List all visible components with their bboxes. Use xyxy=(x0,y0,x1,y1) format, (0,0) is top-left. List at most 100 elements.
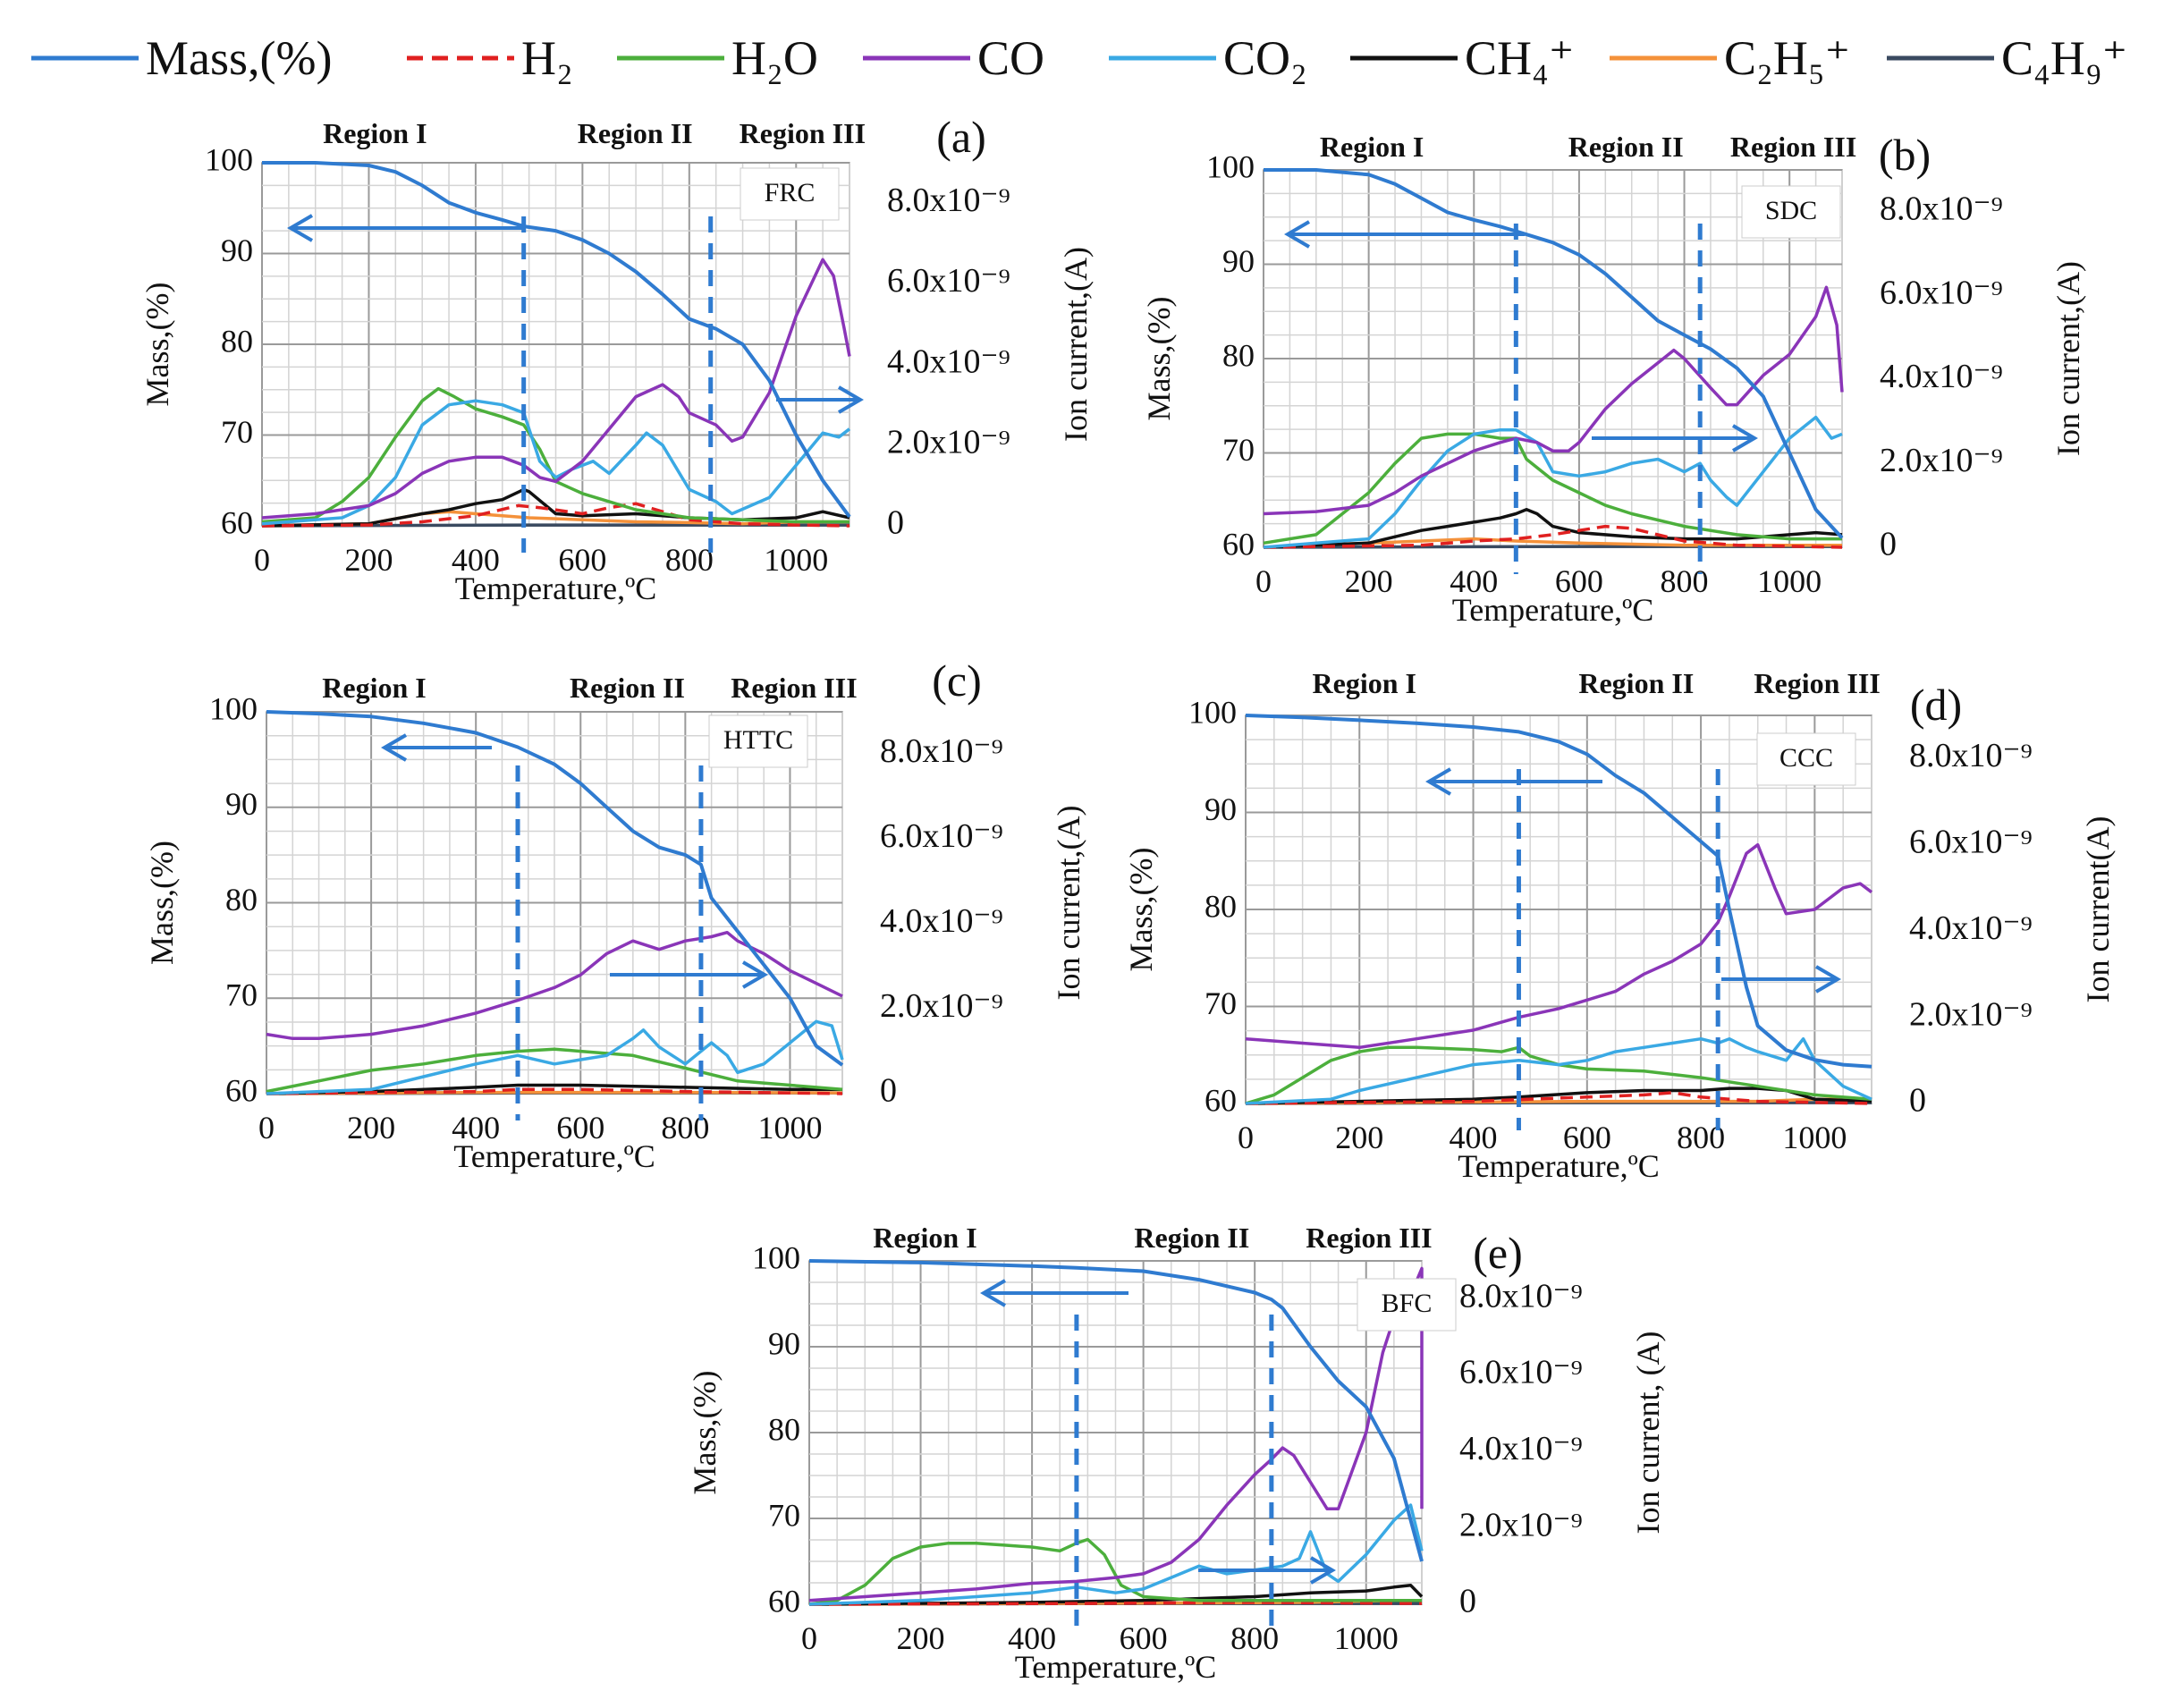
x-tick-label: 200 xyxy=(1345,563,1393,599)
y2-tick-label: 8.0x10⁻⁹ xyxy=(1909,737,2033,774)
series-line xyxy=(808,1259,1424,1562)
y-tick-label: 60 xyxy=(1222,526,1255,562)
grid xyxy=(261,162,850,527)
series-line xyxy=(1245,1045,1872,1105)
panel-label: (a) xyxy=(936,112,986,162)
y2-tick-label: 4.0x10⁻⁹ xyxy=(1909,909,2033,947)
y-tick-label: 70 xyxy=(1222,432,1255,468)
y-tick-label: 100 xyxy=(1206,148,1255,184)
panel-label: (d) xyxy=(1910,680,1962,730)
region-label: Region I xyxy=(873,1222,976,1254)
series-line xyxy=(261,258,851,520)
x-axis-title: Temperature,ºC xyxy=(453,1138,655,1174)
region-label: Region II xyxy=(1568,131,1684,163)
y2-tick-label: 2.0x10⁻⁹ xyxy=(1909,995,2033,1033)
series-line xyxy=(1263,415,1843,549)
y-tick-label: 70 xyxy=(225,977,258,1013)
y-tick-label: 80 xyxy=(768,1411,800,1447)
series-line xyxy=(261,399,851,526)
series-line xyxy=(808,1601,1423,1606)
arrow-head-icon xyxy=(837,385,864,414)
series-line xyxy=(266,1019,844,1095)
x-tick-label: 200 xyxy=(897,1620,945,1656)
y-tick-label: 90 xyxy=(221,233,253,268)
x-tick-label: 800 xyxy=(1661,563,1709,599)
y-tick-label: 100 xyxy=(752,1239,800,1275)
y2-tick-label: 0 xyxy=(887,504,904,542)
y-tick-label: 100 xyxy=(205,141,253,177)
series-group xyxy=(1245,714,1873,1105)
region-label: Region III xyxy=(740,117,866,149)
y-axis-title: Mass,(%) xyxy=(139,283,175,407)
y-tick-label: 80 xyxy=(225,882,258,917)
y-tick-label: 60 xyxy=(768,1583,800,1619)
sample-box xyxy=(708,714,808,768)
arrow-head-icon xyxy=(1425,767,1452,796)
sample-box xyxy=(1756,732,1856,786)
sample-label: HTTC xyxy=(723,725,793,755)
y2-tick-label: 6.0x10⁻⁹ xyxy=(1880,274,2003,311)
legend-label: CH₄⁺ xyxy=(1465,31,1574,85)
series-line xyxy=(1263,524,1843,549)
x-tick-label: 1000 xyxy=(1782,1120,1847,1155)
x-axis-title: Temperature,ºC xyxy=(1452,592,1654,628)
x-tick-label: 200 xyxy=(344,542,393,578)
x-tick-label: 1000 xyxy=(757,1110,822,1146)
panel-sdc: 0 200 400 600 800 10006070809010002.0x10⁻⁹4.0… xyxy=(1141,130,2086,628)
arrow-head-icon xyxy=(980,1279,1007,1307)
y2-tick-label: 4.0x10⁻⁹ xyxy=(1880,358,2003,395)
region-label: Region I xyxy=(323,117,427,149)
panel-httc: 0 200 400 600 800 10006070809010002.0x10⁻⁹4.0… xyxy=(144,655,1086,1174)
y-tick-label: 70 xyxy=(768,1497,800,1533)
series-line xyxy=(266,1047,843,1094)
sample-box xyxy=(1357,1278,1457,1332)
y2-axis-title: Ion current,(A) xyxy=(2050,261,2086,456)
annotation-arrows xyxy=(287,214,1841,1585)
x-tick-label: 400 xyxy=(1008,1620,1056,1656)
x-tick-label: 800 xyxy=(1230,1620,1279,1656)
y-axis-title: Mass,(%) xyxy=(1123,848,1159,972)
y2-axis-title: Ion current,(A) xyxy=(1058,247,1094,442)
x-tick-label: 1000 xyxy=(1757,563,1822,599)
arrow-head-icon xyxy=(1284,220,1311,249)
sample-box xyxy=(740,167,840,221)
x-tick-label: 1000 xyxy=(764,542,828,578)
x-axis-title: Temperature,ºC xyxy=(455,571,657,606)
legend-label: C₂H₅⁺ xyxy=(1724,31,1850,85)
arrow-head-icon xyxy=(1731,424,1758,452)
arrow-head-icon xyxy=(741,960,768,989)
y-tick-label: 60 xyxy=(1205,1082,1237,1118)
series-line xyxy=(1245,1036,1872,1105)
series-line xyxy=(808,1266,1424,1602)
y2-tick-label: 8.0x10⁻⁹ xyxy=(1459,1277,1583,1315)
series-line xyxy=(1245,714,1872,1069)
y2-tick-label: 0 xyxy=(1459,1583,1476,1620)
series-line xyxy=(262,161,851,519)
y-tick-label: 80 xyxy=(1222,337,1255,373)
sample-label: CCC xyxy=(1779,743,1833,773)
x-tick-label: 1000 xyxy=(1334,1620,1399,1656)
sample-label: BFC xyxy=(1382,1289,1433,1318)
y2-axis-title: Ion current, (A) xyxy=(1630,1332,1666,1535)
region-label: Region I xyxy=(1313,667,1416,699)
y2-tick-label: 6.0x10⁻⁹ xyxy=(1909,823,2033,860)
y-tick-label: 60 xyxy=(221,504,253,540)
y-tick-label: 90 xyxy=(225,786,258,822)
y2-tick-label: 6.0x10⁻⁹ xyxy=(1459,1354,1583,1391)
panel-frc: 0 200 400 600 800 10006070809010002.0x10⁻⁹4.0… xyxy=(139,112,1094,606)
sample-label: SDC xyxy=(1765,196,1817,225)
x-tick-label: 200 xyxy=(347,1110,395,1146)
y2-axis-title: Ion current,(A) xyxy=(1051,806,1086,1001)
y2-tick-label: 4.0x10⁻⁹ xyxy=(887,342,1010,380)
panel-ccc: 0 200 400 600 800 10006070809010002.0x10⁻⁹4.0… xyxy=(1123,667,2116,1184)
x-tick-label: 800 xyxy=(665,542,714,578)
x-axis-title: Temperature,ºC xyxy=(1015,1649,1217,1685)
series-group xyxy=(266,710,844,1095)
y2-axis-title: Ion current(A) xyxy=(2080,816,2116,1003)
y-tick-label: 80 xyxy=(221,323,253,359)
sample-box xyxy=(1741,185,1841,239)
x-tick-label: 400 xyxy=(1450,563,1498,599)
x-tick-label: 400 xyxy=(1450,1120,1498,1155)
legend-label: C₄H₉⁺ xyxy=(2001,31,2127,85)
x-tick-label: 600 xyxy=(556,1110,604,1146)
